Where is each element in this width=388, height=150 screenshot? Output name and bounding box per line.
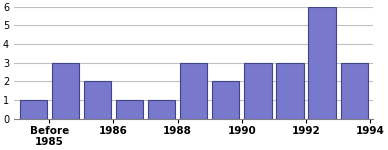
- Bar: [19, 100, 47, 119]
- Bar: [116, 100, 143, 119]
- Bar: [84, 81, 111, 119]
- Bar: [212, 81, 239, 119]
- Bar: [180, 63, 207, 119]
- Bar: [244, 63, 272, 119]
- Bar: [148, 100, 175, 119]
- Bar: [52, 63, 79, 119]
- Bar: [276, 63, 304, 119]
- Bar: [308, 7, 336, 119]
- Bar: [341, 63, 368, 119]
